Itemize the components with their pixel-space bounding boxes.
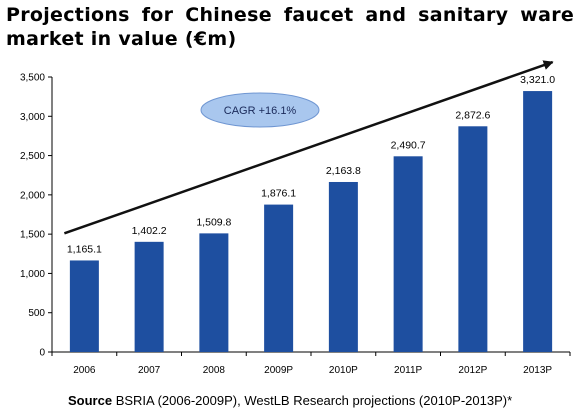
bar-data-label: 1,876.1	[261, 188, 296, 200]
y-tick-label: 3,500	[20, 73, 45, 84]
bar	[328, 181, 358, 352]
x-tick-label: 2011P	[394, 365, 423, 376]
bar-data-label: 2,490.7	[391, 139, 426, 151]
y-tick-label: 500	[28, 308, 45, 319]
bar-data-label: 2,163.8	[326, 165, 361, 177]
y-tick-label: 2,500	[20, 151, 45, 162]
bar	[458, 126, 488, 352]
bar-data-label: 1,509.8	[196, 216, 231, 228]
x-tick-label: 2006	[73, 365, 96, 376]
cagr-callout	[200, 92, 320, 128]
bar	[199, 233, 229, 352]
x-tick-label: 2007	[138, 365, 161, 376]
x-tick-label: 2012P	[458, 365, 487, 376]
y-tick-label: 3,000	[20, 112, 45, 123]
source-text: BSRIA (2006-2009P), WestLB Research proj…	[112, 393, 513, 408]
x-tick-label: 2008	[203, 365, 226, 376]
bar	[134, 241, 164, 352]
y-tick-label: 0	[39, 348, 45, 359]
y-tick-label: 1,500	[20, 230, 45, 241]
bar	[393, 156, 423, 352]
title-line-1: Projections for Chinese faucet and sanit…	[6, 4, 575, 26]
bar	[523, 91, 553, 353]
x-axis: 2006 2007 2008 2009P 2010P 2011P 2012P 2013P	[51, 351, 571, 376]
bar	[69, 260, 99, 352]
trend-arrow	[63, 60, 554, 235]
cagr-label: CAGR +16.1%	[224, 105, 297, 117]
x-tick-label: 2010P	[329, 365, 358, 376]
y-tick-label: 2,000	[20, 190, 45, 201]
title-line-2: market in value (€m)	[6, 28, 237, 50]
x-tick-label: 2013P	[523, 365, 552, 376]
bar-data-label: 1,402.2	[132, 225, 167, 237]
bar-data-label: 1,165.1	[67, 243, 102, 255]
source-label: Source	[68, 393, 113, 408]
x-tick-label: 2009P	[264, 365, 293, 376]
bar-data-label: 2,872.6	[455, 109, 490, 121]
annotations: CAGR +16.1%	[63, 60, 554, 235]
bar-data-label: 3,321.0	[520, 74, 555, 86]
bar	[264, 204, 294, 352]
bars	[69, 91, 553, 353]
chart-title: Projections for Chinese faucet and sanit…	[6, 3, 581, 51]
data-labels: 1,165.1 1,402.2 1,509.8 1,876.1 2,163.8 2,490…	[67, 74, 555, 255]
y-axis: 0 500 1,000 1,500 2,000 2,500 3,000 3,500	[20, 73, 53, 359]
source-note: Source BSRIA (2006-2009P), WestLB Resear…	[68, 393, 512, 408]
y-tick-label: 1,000	[20, 269, 45, 280]
